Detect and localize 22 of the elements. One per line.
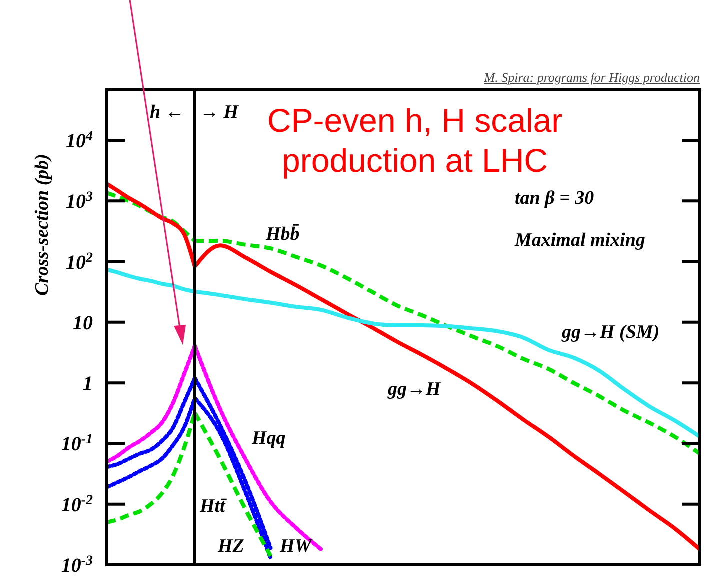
y-tick-label: 10$^{-2}$ [61,492,93,516]
annotation: h ← [150,102,184,123]
y-tick-label: 10$^{2}$ [66,250,93,274]
annotation: HW [279,536,313,557]
y-tick-label: 10 [73,312,93,334]
y-tick-label: 1 [83,373,93,396]
annotation: HZ [217,536,245,557]
annotation: Htt̄ [199,496,228,517]
text: M. Spira: programs for Higgs production [483,70,700,85]
y-tick-label: 10$^{3}$ [66,190,93,214]
y-tick-label: 10$^{4}$ [66,128,93,152]
annotation: Maximal mixing [514,230,646,251]
text: CP-even h, H scalar production at LHC [267,102,563,179]
y-axis-title: Cross-section (pb) [32,154,53,296]
annotation: Hqq [251,428,286,449]
annotation: tan β = 30 [515,188,595,209]
annotation: → H [200,102,240,123]
annotation: gg→H (SM) [561,322,660,343]
annotation: gg→H [387,379,442,400]
y-tick-label: 10$^{-1}$ [61,432,93,456]
y-tick-label: 10$^{-3}$ [61,554,93,576]
annotation: Hbb̄ [265,224,300,245]
